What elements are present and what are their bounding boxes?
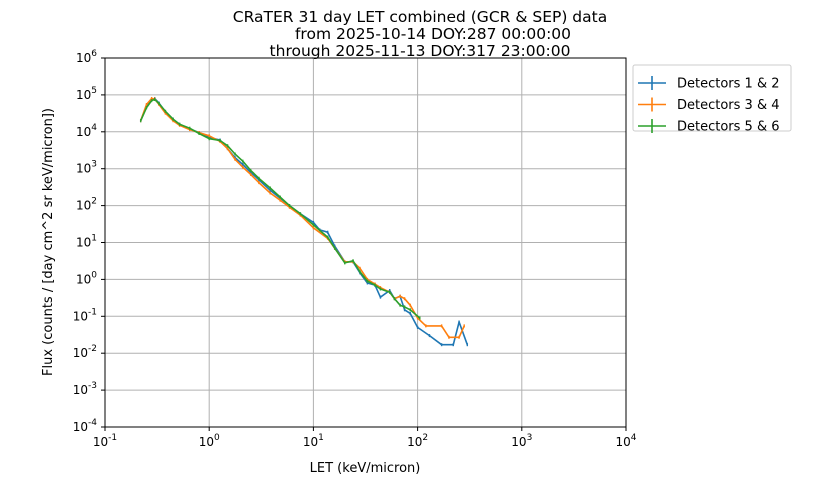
x-axis-ticks: 10-1 100 101 102 103 104 xyxy=(93,427,637,449)
y-tick-label: 10-3 xyxy=(73,381,97,397)
legend-item-3: Detectors 5 & 6 xyxy=(638,119,780,135)
series-line xyxy=(139,97,465,339)
y-tick-exponent: -1 xyxy=(88,307,97,317)
y-tick-exponent: 3 xyxy=(91,160,97,170)
x-axis-label: LET (keV/micron) xyxy=(310,461,421,476)
y-tick-exponent: 2 xyxy=(91,197,97,207)
y-tick-exponent: 5 xyxy=(91,86,97,96)
y-tick-label: 105 xyxy=(76,86,97,102)
y-tick-label: 100 xyxy=(76,270,97,286)
y-tick-exponent: 6 xyxy=(91,49,97,59)
legend-frame xyxy=(632,64,792,132)
x-tick-label: 103 xyxy=(511,433,532,449)
y-tick-label: 103 xyxy=(76,160,97,176)
y-tick-label: 102 xyxy=(76,197,97,213)
x-tick-exponent: 4 xyxy=(631,433,637,443)
legend-item-2: Detectors 3 & 4 xyxy=(638,97,780,113)
y-tick-label: 101 xyxy=(76,234,97,250)
y-tick-exponent: 0 xyxy=(91,270,97,280)
y-tick-label: 106 xyxy=(76,49,97,65)
y-axis-label: Flux (counts / [day cm^2 sr keV/micron]) xyxy=(41,108,56,376)
y-tick-exponent: -3 xyxy=(88,381,97,391)
x-tick-label: 101 xyxy=(303,433,324,449)
title-line-3: through 2025-11-13 DOY:317 23:00:00 xyxy=(270,42,571,60)
y-tick-exponent: 1 xyxy=(91,234,97,244)
title-line-2: from 2025-10-14 DOY:287 00:00:00 xyxy=(295,25,571,43)
x-tick-label: 102 xyxy=(407,433,428,449)
series-group xyxy=(139,96,469,347)
legend: Detectors 1 & 2 Detectors 3 & 4 Detectors … xyxy=(632,64,792,135)
chart-title: CRaTER 31 day LET combined (GCR & SEP) d… xyxy=(233,8,607,60)
y-tick-label: 10-4 xyxy=(73,418,98,434)
legend-label: Detectors 1 & 2 xyxy=(677,77,780,92)
x-tick-label: 100 xyxy=(199,433,220,449)
title-line-1: CRaTER 31 day LET combined (GCR & SEP) d… xyxy=(233,8,607,26)
y-tick-exponent: -2 xyxy=(88,344,97,354)
y-tick-label: 10-2 xyxy=(73,344,97,360)
x-tick-exponent: 2 xyxy=(422,433,428,443)
x-tick-exponent: 1 xyxy=(318,433,324,443)
y-tick-exponent: -4 xyxy=(88,418,97,428)
x-tick-label: 104 xyxy=(615,433,636,449)
grid xyxy=(104,57,627,428)
legend-label: Detectors 3 & 4 xyxy=(677,98,780,113)
series-line xyxy=(139,97,469,346)
series-line xyxy=(139,98,421,319)
y-tick-label: 10-1 xyxy=(73,307,97,323)
y-tick-exponent: 4 xyxy=(91,123,97,133)
legend-label: Detectors 5 & 6 xyxy=(677,120,780,135)
x-tick-label: 10-1 xyxy=(93,433,117,449)
x-tick-exponent: -1 xyxy=(108,433,117,443)
legend-item-1: Detectors 1 & 2 xyxy=(638,76,780,92)
x-tick-exponent: 0 xyxy=(214,433,220,443)
series-1 xyxy=(139,96,469,347)
series-3 xyxy=(139,98,421,320)
y-tick-label: 104 xyxy=(76,123,97,139)
series-2 xyxy=(139,96,465,339)
x-tick-exponent: 3 xyxy=(527,433,533,443)
